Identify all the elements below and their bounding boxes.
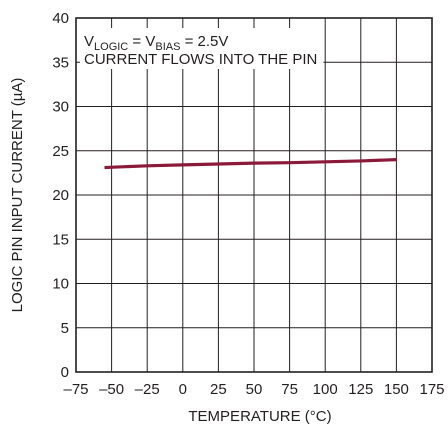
grid-layer [76,18,432,372]
ticks-layer: –75 –50 –25 0 25 50 75 100 125 150 175 0 5 10 15 20 25 30… [52,10,444,398]
x-tick-label: 175 [419,381,444,398]
y-tick-label: 5 [61,320,69,337]
y-tick-label: 20 [52,187,69,204]
y-tick-label: 10 [52,276,69,293]
frame-layer [75,17,433,373]
x-tick-label: 125 [348,381,373,398]
y-tick-label: 15 [52,231,69,248]
x-tick-label: –75 [63,381,88,398]
annotation-text: = 2.5V [180,33,228,50]
x-tick-label: 0 [179,381,187,398]
series-line [104,158,397,170]
x-tick-label: –25 [135,381,160,398]
annotation-text: = V [128,33,155,50]
x-tick-label: 75 [281,381,298,398]
y-tick-label: 25 [52,143,69,160]
annotation-subscript: LOGIC [94,41,128,53]
x-tick-label: 25 [210,381,227,398]
x-tick-label: 150 [384,381,409,398]
series-layer [104,158,397,170]
y-tick-label: 0 [61,364,69,381]
x-tick-label: 100 [313,381,338,398]
annotation-line-1: VLOGIC = VBIAS = 2.5V [84,33,228,53]
x-tick-label: 50 [246,381,263,398]
annotation-subscript: BIAS [155,41,180,53]
annotation-background [80,28,324,69]
y-tick-label: 30 [52,99,69,116]
annotation-layer: VLOGIC = VBIAS = 2.5V CURRENT FLOWS INTO… [80,28,324,69]
y-tick-label: 40 [52,10,69,27]
annotation-text: V [84,33,94,50]
y-tick-label: 35 [52,54,69,71]
y-axis-title: LOGIC PIN INPUT CURRENT (µA) [9,78,26,313]
plot-frame [75,17,433,373]
x-tick-label: –50 [99,381,124,398]
annotation-line-2: CURRENT FLOWS INTO THE PIN [84,51,317,68]
x-axis-title: TEMPERATURE (°C) [188,408,331,425]
